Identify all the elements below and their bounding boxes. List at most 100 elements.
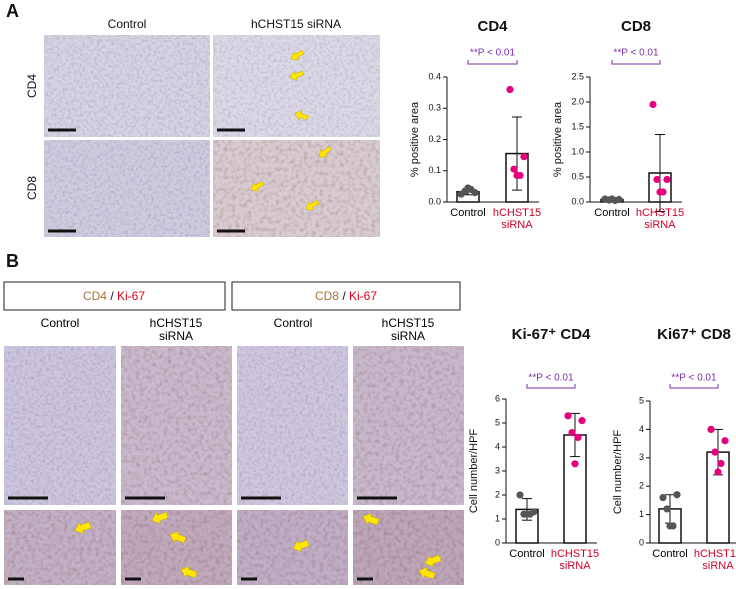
arrow: [292, 539, 310, 553]
data-point: [516, 491, 524, 499]
micrographs-a: [44, 35, 380, 237]
data-point: [608, 195, 616, 203]
micrograph: [121, 346, 232, 505]
x-tick-label: Control: [509, 548, 545, 560]
significance: **P < 0.01: [671, 373, 717, 384]
data-point: [721, 437, 729, 445]
arrows: [74, 511, 442, 580]
micrograph: [4, 510, 116, 585]
x-tick-label: hCHST15 siRNA: [635, 207, 685, 231]
separator: /: [110, 289, 114, 303]
x-tick-label: Control: [450, 207, 486, 219]
significance: **P < 0.01: [613, 48, 659, 59]
y-tick-label: 0.1: [428, 165, 441, 175]
x-tick-label: hCHST15 siRNA: [693, 548, 736, 572]
y-tick-label: 5: [495, 417, 500, 427]
y-tick-label: 2: [495, 489, 500, 499]
arrow: [151, 511, 169, 525]
micrograph: [4, 346, 116, 505]
y-tick-label: 4: [495, 441, 500, 451]
micrograph: [353, 346, 464, 505]
arrow: [290, 49, 305, 61]
data-point: [656, 188, 664, 196]
y-tick-label: 0.4: [428, 71, 441, 81]
arrows: [250, 49, 332, 211]
y-tick-label: 0: [495, 537, 500, 547]
row-label: CD4: [25, 74, 39, 98]
y-tick-label: 3: [639, 452, 644, 462]
y-tick-label: 1: [639, 509, 644, 519]
significance-bracket: [611, 60, 661, 65]
y-tick-label: 0: [639, 537, 644, 547]
data-point: [714, 468, 722, 476]
significance-bracket: [669, 384, 719, 389]
stain: Ki-67: [117, 289, 145, 303]
arrow: [169, 530, 187, 544]
micrograph: [44, 35, 210, 137]
y-axis-label: % positive area: [409, 101, 421, 177]
group-box: [231, 281, 461, 311]
column-label: hCHST15 siRNA: [251, 17, 341, 31]
y-tick-label: 6: [495, 393, 500, 403]
data-point: [506, 85, 514, 94]
micrograph: [237, 346, 348, 505]
x-tick-label: Control: [594, 207, 630, 219]
arrow: [74, 521, 92, 535]
column-label: Control: [40, 316, 80, 330]
row-label: CD8: [25, 176, 39, 200]
arrow: [318, 146, 332, 158]
column-label: hCHST15 siRNA: [149, 316, 203, 343]
significance-bracket: [467, 60, 518, 65]
column-label: hCHST15 siRNA: [381, 316, 435, 343]
chart-title: Ki-67⁺ CD4: [512, 326, 591, 343]
error-bar: [570, 412, 580, 458]
error-bar: [655, 134, 665, 212]
group-label: CD8 / Ki-67: [315, 289, 377, 303]
data-point: [663, 175, 671, 184]
data-point: [513, 171, 521, 180]
micrograph: [44, 140, 210, 237]
data-point: [649, 100, 657, 109]
arrow: [305, 199, 320, 211]
data-point: [523, 510, 531, 518]
data-point: [707, 425, 715, 433]
group-label: CD4 / Ki-67: [83, 289, 145, 303]
y-tick-label: 2: [639, 481, 644, 491]
micrograph: [121, 510, 232, 585]
arrow: [294, 110, 310, 121]
y-tick-label: 0.5: [571, 171, 584, 181]
data-point: [464, 184, 472, 192]
y-tick-label: 1.0: [571, 146, 584, 156]
column-label: Control: [273, 316, 313, 330]
data-point: [659, 493, 667, 502]
panel-label: A: [6, 1, 19, 21]
column-label: Control: [108, 17, 147, 31]
chart-title: CD8: [621, 18, 651, 35]
arrow: [250, 180, 265, 192]
panel-label: B: [6, 251, 19, 271]
y-axis-label: Cell number/HPF: [612, 430, 624, 515]
data-point: [568, 429, 576, 437]
significance: **P < 0.01: [528, 373, 574, 384]
micrograph: [237, 510, 348, 585]
data-point: [571, 460, 579, 468]
separator: /: [342, 289, 346, 303]
data-point: [666, 522, 674, 530]
y-axis-label: Cell number/HPF: [468, 429, 480, 514]
data-point: [653, 175, 661, 184]
y-tick-label: 0.2: [428, 134, 441, 144]
marker: CD4: [83, 289, 107, 303]
micrograph: [213, 140, 380, 237]
data-point: [711, 448, 719, 456]
y-tick-label: 1: [495, 513, 500, 523]
arrow: [424, 554, 442, 568]
significance-bracket: [526, 384, 576, 389]
y-axis-label: % positive area: [552, 101, 564, 177]
y-tick-label: 0.0: [428, 196, 441, 206]
data-point: [574, 433, 582, 441]
arrow: [289, 70, 305, 81]
data-point: [663, 505, 671, 513]
chart-title: CD4: [477, 18, 508, 35]
